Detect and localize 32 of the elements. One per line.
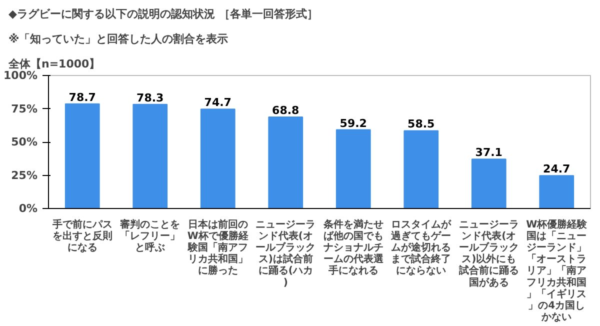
data-label: 58.5	[408, 118, 435, 131]
x-tick-label: 日本は前回のW杯で優勝経験国「南アフリカ共和国」に勝った	[186, 218, 250, 277]
bar	[200, 108, 236, 208]
x-tick-label: ニュージーランド代表(オールブラックス)以外にも試合前に踊る国がある	[458, 220, 519, 288]
data-label: 74.7	[204, 96, 232, 110]
bar	[132, 104, 168, 208]
x-tick-label: 審判のことを「レフリー」と呼ぶ	[119, 218, 180, 254]
bar	[404, 130, 439, 208]
data-label: 59.2	[340, 116, 367, 130]
data-label: 78.3	[136, 91, 164, 104]
x-tick-label: ニュージーランド代表(オールブラックス)は試合前に踊る(ハカ)	[256, 220, 316, 288]
y-tick-label: 75%	[11, 102, 38, 116]
y-tick-label: 0%	[18, 202, 38, 215]
data-label: 37.1	[475, 146, 502, 160]
bar	[539, 175, 574, 208]
data-label: 68.8	[272, 104, 300, 117]
bar	[336, 129, 371, 208]
chart-subtitle: ※「知っていた」と回答した人の割合を表示	[8, 32, 228, 46]
bar	[64, 103, 100, 208]
bar	[268, 116, 304, 208]
data-label: 24.7	[543, 162, 570, 176]
chart-title: ◆ラグビーに関する以下の説明の認知状況 ［各単一回答形式］	[8, 8, 318, 20]
y-tick-label: 100%	[4, 69, 38, 82]
x-tick-label: ロスタイムが過ぎてもゲームが途切れるまで試合終了にならない	[390, 220, 452, 277]
category-label: W杯優勝経験国は「ニュージーランド」「オーストラリア」「南アフリカ共和国」「イギリス」の4カ国しかない	[526, 220, 588, 323]
y-tick-label: 50%	[11, 136, 38, 148]
y-tick-label: 25%	[11, 168, 38, 182]
x-tick-label: 条件を満たせば他の国でもナショナルチームの代表選手になれる	[322, 218, 384, 277]
x-tick-label: 手で前にパスを出すと反則になる	[51, 218, 112, 254]
data-label: 78.7	[68, 90, 96, 104]
text: 全体【n=1000】	[8, 58, 100, 70]
bar	[471, 158, 506, 208]
